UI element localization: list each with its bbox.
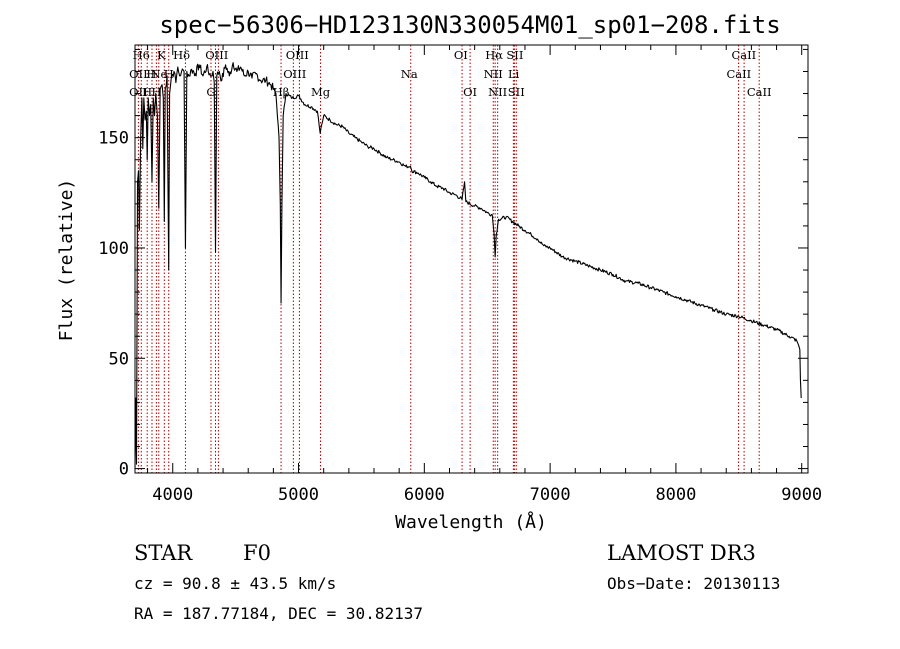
- coordinates: RA = 187.77184, DEC = 30.82137: [134, 604, 423, 623]
- line-label-3: OIII: [205, 48, 228, 62]
- line-label-19: H: [142, 85, 152, 99]
- line-label-13: OIII: [283, 67, 306, 81]
- object-type: STAR: [134, 541, 193, 565]
- redshift-info: cz = 90.8 ± 43.5 km/s: [134, 574, 336, 593]
- line-label-25: NII: [488, 85, 507, 99]
- x-tick-label-2: 6000: [404, 485, 445, 505]
- x-axis-label: Wavelength (Å): [395, 511, 547, 533]
- spectral-line-markers: [137, 45, 760, 473]
- line-label-18: OII: [129, 85, 148, 99]
- x-tick-label-3: 7000: [530, 485, 571, 505]
- line-label-15: NII: [484, 67, 503, 81]
- line-label-2: Hδ: [173, 48, 190, 62]
- y-tick-label-2: 100: [98, 239, 129, 259]
- line-label-23: Mg: [311, 85, 331, 99]
- line-label-7: SII: [506, 48, 523, 62]
- obs-date: Obs−Date: 20130113: [607, 574, 780, 593]
- plot-frame: [134, 44, 809, 474]
- line-label-1: K: [157, 48, 166, 62]
- line-label-12: H: [164, 67, 174, 81]
- y-tick-label-3: 150: [98, 129, 129, 149]
- x-tick-label-1: 5000: [278, 485, 319, 505]
- y-tick-label-0: 0: [119, 460, 129, 480]
- line-label-14: Na: [401, 67, 418, 81]
- line-label-9: OII: [129, 67, 148, 81]
- line-label-27: CaII: [747, 85, 772, 99]
- line-label-24: OI: [463, 85, 477, 99]
- x-tick-label-0: 4000: [152, 485, 193, 505]
- line-label-17: CaII: [726, 67, 751, 81]
- line-label-4: OIII: [286, 48, 309, 62]
- line-label-11: Ne: [150, 67, 167, 81]
- line-label-16: Li: [508, 67, 520, 81]
- y-axis-ticks: 0 50 100 150: [98, 48, 808, 480]
- y-axis-label: Flux (relative): [56, 179, 77, 342]
- survey-name: LAMOST DR3: [607, 541, 756, 565]
- x-axis-ticks: 4000 5000 6000 7000 8000 9000: [147, 45, 822, 505]
- line-label-5: OI: [454, 48, 468, 62]
- line-label-21: G: [206, 85, 215, 99]
- line-label-20: H: [151, 85, 161, 99]
- x-tick-label-4: 8000: [655, 485, 696, 505]
- line-label-0: H6: [133, 48, 150, 62]
- line-label-26: SII: [508, 85, 525, 99]
- y-tick-label-1: 50: [109, 349, 129, 369]
- x-tick-label-5: 9000: [781, 485, 822, 505]
- line-label-8: CaII: [731, 48, 756, 62]
- line-label-6: Hα: [485, 48, 503, 62]
- spectrum-line: [134, 62, 802, 469]
- spectral-subclass: F0: [243, 541, 271, 565]
- chart-title: spec−56306−HD123130N330054M01_sp01−208.f…: [159, 11, 780, 39]
- line-label-10: H: [146, 67, 156, 81]
